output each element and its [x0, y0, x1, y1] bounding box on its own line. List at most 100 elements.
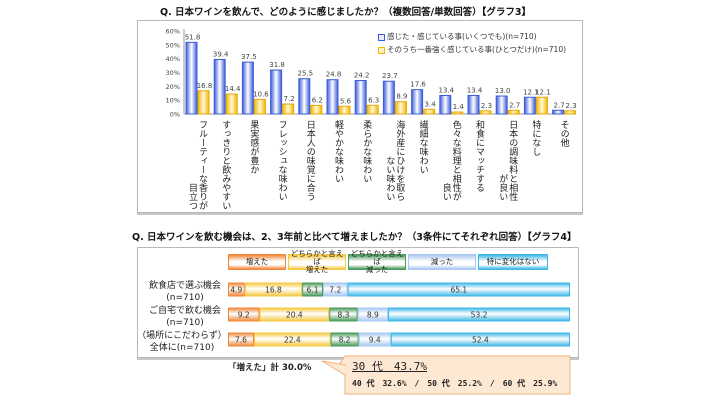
row-label-line2: (n=710): [166, 318, 204, 328]
y-tick-label: 0%: [170, 111, 180, 119]
bar-all: [411, 89, 424, 115]
data-label-top: 8.9: [396, 93, 407, 101]
data-label-top: 2.3: [481, 102, 492, 110]
category-label: 軽やかな味わい: [333, 120, 343, 183]
bar-top: [338, 105, 351, 115]
category-label: 繊細な味わい: [418, 120, 428, 174]
data-label-top: 5.6: [340, 97, 352, 105]
y-tick-label: 30%: [166, 69, 180, 77]
y-tick-label: 10%: [166, 97, 180, 105]
category-label-line1: 日本の調味料と相性: [507, 120, 518, 201]
graph3-legend: 感じた・感じている事(いくつでも)(n=710) そのうち一番強く感じている事(…: [378, 31, 566, 55]
data-label-all: 2.7: [554, 101, 565, 109]
increase-total-note: 「増えた」計 30.0%: [228, 363, 312, 373]
category-label: 果実感が豊か: [248, 120, 258, 174]
graph3-question: Q. 日本ワインを飲んで、どのように感じましたか？（複数回答/単数回答）【グラフ…: [160, 7, 531, 18]
data-label-all: 37.5: [241, 53, 257, 61]
data-label-top: 16.8: [197, 82, 213, 90]
bar-all: [439, 94, 452, 115]
legend-header-line1: 増えた: [245, 257, 269, 266]
category-label: 日本の調味料と相性 が良い: [497, 120, 517, 201]
data-label-top: 14.4: [225, 85, 241, 93]
category-label-line1: 柔らかな味わい: [361, 120, 372, 183]
data-label-all: 51.8: [185, 33, 201, 41]
bar-all: [270, 69, 283, 115]
bar-top: [366, 104, 379, 115]
category-label-line2: ない味わい: [384, 156, 395, 201]
data-label-all: 12.1: [523, 88, 539, 96]
category-label: 日本人の味覚に合う: [305, 120, 315, 201]
callout-sub: 40 代 32.6% / 50 代 25.2% / 60 代 25.9%: [352, 379, 558, 388]
callout-pointer: [321, 360, 346, 376]
bar-top: [225, 93, 238, 115]
data-label-all: 23.7: [382, 72, 398, 80]
legend-header-line1: どちらかと言えば: [290, 249, 344, 266]
bar-top: [535, 96, 548, 115]
category-label: 色々な料理と相性が 良い: [441, 120, 461, 201]
bar-all: [523, 96, 536, 115]
row-label-restaurant: 飲食店で選ぶ機会 (n=710): [140, 280, 230, 304]
category-label-line1: その他: [558, 120, 569, 147]
data-label-top: 1.4: [453, 103, 465, 111]
row-label-overall: （場所にこだわらず） 全体に(n=710): [137, 330, 227, 354]
category-label-line1: 繊細な味わい: [417, 120, 428, 174]
bar-top: [197, 90, 210, 115]
legend-header: 特に変化はない: [478, 254, 548, 270]
graph3-frame: [137, 20, 583, 213]
row-label-line1: ご自宅で飲む機会: [148, 306, 221, 316]
bar-all: [382, 80, 395, 115]
category-label-line1: 和食にマッチする: [474, 120, 484, 192]
category-label: 特になし: [530, 120, 540, 156]
row-label-line2: (n=710): [166, 293, 204, 303]
bar-all: [185, 41, 198, 115]
legend-swatch-blue: [378, 33, 385, 41]
graph3-chart: 0% 10% 20% 30% 40% 50% 60% 51.8 16.8 39.4 14.4 37.…: [166, 28, 577, 119]
graph4-question: Q. 日本ワインを飲む機会は、2、3年前と比べて増えましたか？（3条件にてそれぞ…: [132, 232, 577, 243]
category-label-line1: フレッシュな味わい: [276, 120, 287, 201]
callout-main: 30 代 43.7%: [352, 360, 427, 373]
legend-header: どちらかと言えば 増えた: [288, 250, 346, 274]
legend-header: 減った: [408, 254, 476, 270]
bar-all: [213, 58, 226, 115]
category-label: その他: [559, 120, 569, 147]
legend-header-line2: 増えた: [305, 265, 329, 274]
data-label-top: 2.3: [566, 102, 577, 110]
y-tick-label: 50%: [166, 41, 180, 49]
bar-top: [423, 108, 436, 115]
data-label-all: 31.8: [269, 61, 285, 69]
legend-header-line1: どちらかと言えば: [350, 249, 404, 266]
data-label-all: 13.0: [495, 87, 511, 95]
data-label-top: 7.2: [284, 95, 295, 103]
legend-item-all: 感じた・感じている事(いくつでも)(n=710): [378, 31, 566, 42]
legend-header: 増えた: [228, 254, 286, 270]
bar-all: [298, 78, 311, 115]
category-label-line2: 目立つ: [187, 183, 197, 210]
bar-top: [564, 110, 577, 115]
data-label-all: 25.5: [298, 70, 314, 78]
data-label-top: 6.2: [312, 96, 323, 104]
category-label-line1: 海外産にひけを取ら: [394, 120, 405, 201]
data-label-all: 24.2: [354, 72, 370, 80]
data-label-top: 6.3: [368, 96, 379, 104]
bar-top: [253, 98, 266, 115]
category-label-line1: すっきりと飲みやすい: [220, 120, 231, 210]
category-label-line1: 果実感が豊か: [248, 120, 259, 174]
row-label-home: ご自宅で飲む機会 (n=710): [140, 305, 230, 329]
bar-all: [495, 95, 508, 115]
category-label-line1: フルーティーな香りが: [197, 120, 207, 210]
legend-header-line2: 減った: [365, 265, 389, 274]
y-tick-label: 40%: [166, 55, 180, 63]
bar-top: [507, 109, 520, 115]
legend-header: どちらかと言えば 減った: [348, 250, 406, 274]
bar-all: [467, 94, 480, 115]
data-label-top: 10.6: [253, 90, 269, 98]
legend-label-top: そのうち一番強く感じている事(ひとつだけ)(n=710): [387, 45, 567, 54]
category-label-line2: 良い: [440, 183, 451, 201]
category-label: フレッシュな味わい: [277, 120, 287, 201]
bar-top: [479, 110, 492, 115]
data-label-top: 2.7: [509, 101, 520, 109]
legend-header-line1: 特に変化はない: [486, 257, 540, 266]
legend-header-line1: 減った: [430, 257, 454, 266]
row-label-line1: 飲食店で選ぶ機会: [148, 281, 221, 291]
category-label-line1: 軽やかな味わい: [333, 120, 343, 183]
